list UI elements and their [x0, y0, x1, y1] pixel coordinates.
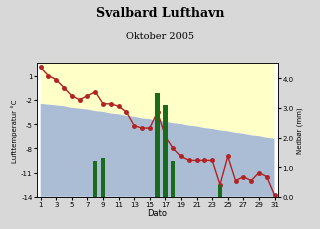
Bar [93, 161, 97, 197]
Bar [163, 105, 168, 197]
Bar [218, 185, 222, 197]
Y-axis label: Nedbør (mm): Nedbør (mm) [297, 107, 303, 154]
Text: Svalbard Lufthavn: Svalbard Lufthavn [96, 7, 224, 20]
Y-axis label: Lufttemperatur °C: Lufttemperatur °C [12, 99, 18, 162]
Text: Oktober 2005: Oktober 2005 [126, 32, 194, 41]
X-axis label: Dato: Dato [148, 208, 168, 217]
Bar [171, 161, 175, 197]
Bar [101, 158, 105, 197]
Bar [156, 94, 160, 197]
